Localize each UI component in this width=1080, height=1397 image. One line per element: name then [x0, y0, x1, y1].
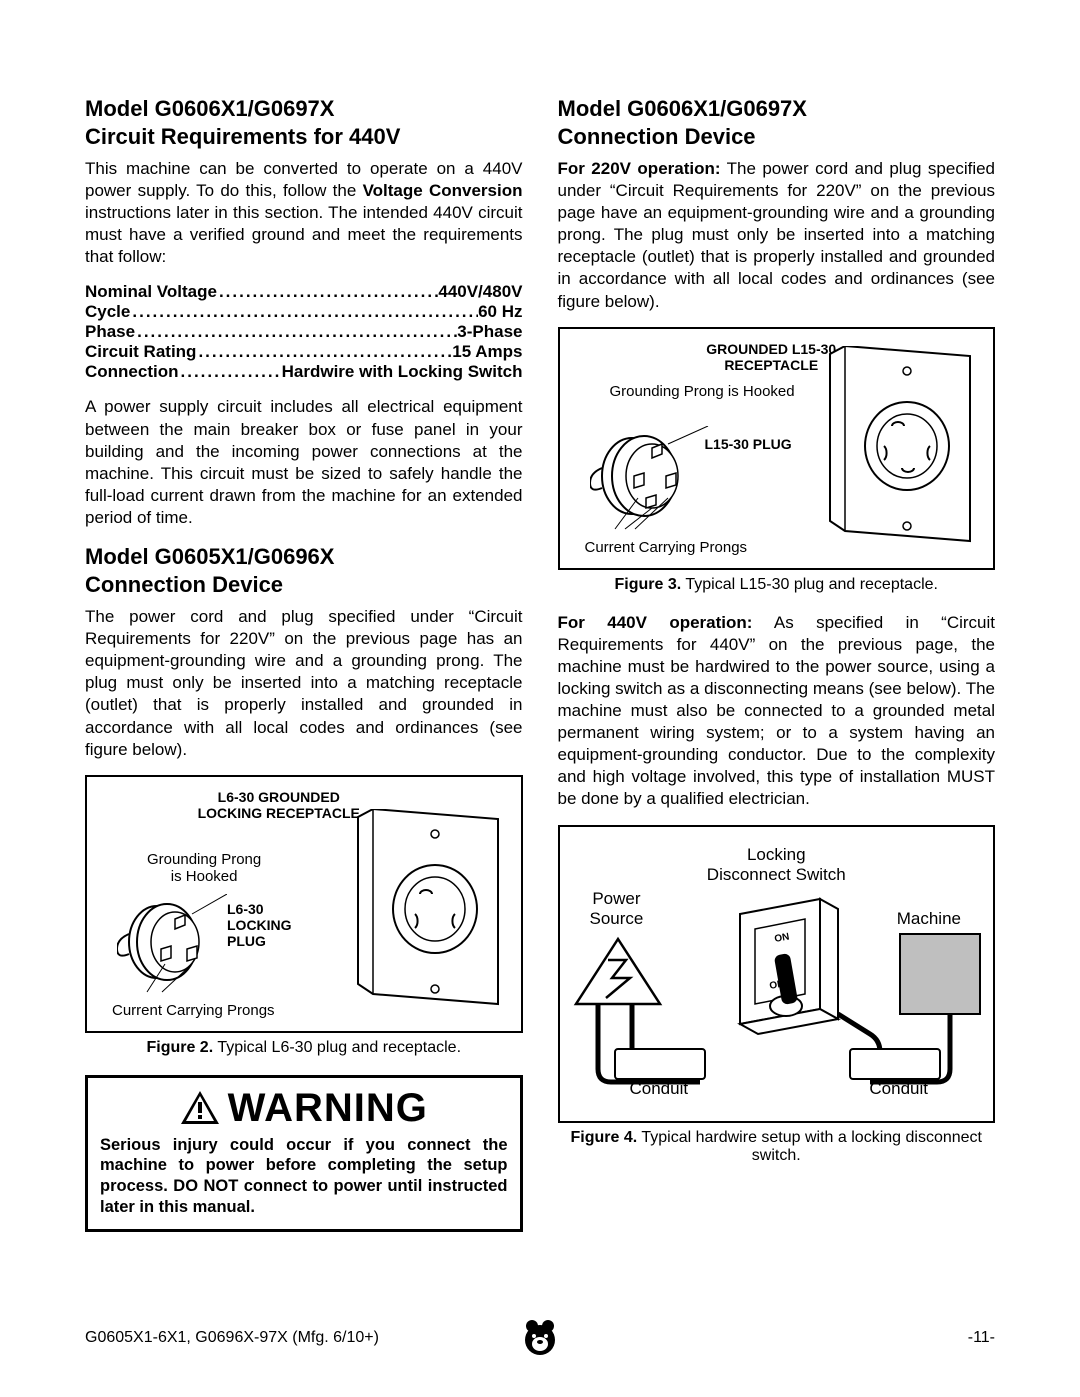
two-column-layout: Model G0606X1/G0697X Circuit Requirement…: [85, 95, 995, 1232]
fig3-current-prongs-label: Current Carrying Prongs: [585, 539, 748, 556]
text-bold: For 220V operation:: [558, 159, 721, 178]
fig2-receptacle-title: L6-30 GROUNDED LOCKING RECEPTACLE: [197, 789, 361, 823]
receptacle-plate-icon: [348, 809, 503, 1009]
figure-2-diagram: L6-30 GROUNDED LOCKING RECEPTACLE Ground…: [97, 789, 511, 1019]
spec-row: Phase 3-Phase: [85, 322, 523, 342]
spec-label: Cycle: [85, 302, 130, 322]
warning-triangle-icon: [180, 1090, 220, 1126]
warning-title-row: WARNING: [100, 1086, 508, 1131]
text-bold: Voltage Conversion: [363, 181, 523, 200]
para-440v-operation: For 440V operation: As specified in “Cir…: [558, 612, 996, 811]
caption-bold: Figure 3.: [615, 576, 682, 593]
spec-value: 15 Amps: [452, 342, 522, 362]
text: instructions later in this section. The …: [85, 203, 523, 266]
text: The power cord and plug specified under …: [558, 159, 996, 311]
figure-2-box: L6-30 GROUNDED LOCKING RECEPTACLE Ground…: [85, 775, 523, 1033]
caption-text: Typical L15-30 plug and receptacle.: [681, 576, 938, 593]
spec-value: 440V/480V: [438, 282, 522, 302]
heading-605-connection: Model G0605X1/G0696X Connection Device: [85, 543, 523, 598]
figure-4-diagram: Locking Disconnect Switch Power Source M…: [570, 839, 984, 1109]
spec-value: 3-Phase: [457, 322, 522, 342]
spec-label: Nominal Voltage: [85, 282, 217, 302]
figure-3-caption: Figure 3. Typical L15-30 plug and recept…: [558, 576, 996, 594]
footer-left-text: G0605X1-6X1, G0696X-97X (Mfg. 6/10+): [85, 1329, 379, 1347]
spec-label: Connection: [85, 362, 179, 382]
spec-dots: [135, 322, 457, 342]
warning-box: WARNING Serious injury could occur if yo…: [85, 1075, 523, 1233]
para-605-connection: The power cord and plug specified under …: [85, 606, 523, 761]
para-power-supply-circuit: A power supply circuit includes all elec…: [85, 396, 523, 529]
spec-value: 60 Hz: [478, 302, 522, 322]
left-column: Model G0606X1/G0697X Circuit Requirement…: [85, 95, 523, 1232]
figure-3-box: GROUNDED L15-30 RECEPTACLE Grounding Pro…: [558, 327, 996, 570]
figure-2-caption: Figure 2. Typical L6-30 plug and recepta…: [85, 1039, 523, 1057]
spec-row: Connection Hardwire with Locking Switch: [85, 362, 523, 382]
para-220v-operation: For 220V operation: The power cord and p…: [558, 158, 996, 313]
fig3-plug-label: L15-30 PLUG: [705, 436, 792, 452]
fig2-current-prongs-label: Current Carrying Prongs: [112, 1002, 275, 1019]
spec-label: Phase: [85, 322, 135, 342]
para-440v-intro: This machine can be converted to operate…: [85, 158, 523, 268]
spec-label: Circuit Rating: [85, 342, 196, 362]
spec-dots: [217, 282, 438, 302]
fig3-grounding-prong-label: Grounding Prong is Hooked: [610, 383, 795, 400]
plug-icon: [117, 894, 227, 994]
fig2-grounding-prong-label: Grounding Prong is Hooked: [147, 851, 261, 886]
spec-table-440v: Nominal Voltage 440V/480V Cycle 60 Hz Ph…: [85, 282, 523, 382]
figure-3-diagram: GROUNDED L15-30 RECEPTACLE Grounding Pro…: [570, 341, 984, 556]
caption-bold: Figure 4.: [571, 1129, 638, 1146]
figure-4-caption: Figure 4. Typical hardwire setup with a …: [558, 1129, 996, 1165]
receptacle-plate-icon: [820, 346, 975, 546]
spec-row: Nominal Voltage 440V/480V: [85, 282, 523, 302]
text: As specified in “Circuit Requirements fo…: [558, 613, 996, 809]
right-column: Model G0606X1/G0697X Connection Device F…: [558, 95, 996, 1232]
caption-bold: Figure 2.: [146, 1039, 213, 1056]
spec-dots: [179, 362, 282, 382]
heading-440v-requirements: Model G0606X1/G0697X Circuit Requirement…: [85, 95, 523, 150]
heading-606-connection: Model G0606X1/G0697X Connection Device: [558, 95, 996, 150]
spec-value: Hardwire with Locking Switch: [282, 362, 523, 382]
spec-row: Cycle 60 Hz: [85, 302, 523, 322]
page-footer: G0605X1-6X1, G0696X-97X (Mfg. 6/10+) -11…: [85, 1329, 995, 1347]
fig4-switch-label: Locking Disconnect Switch: [570, 845, 984, 886]
figure-4-box: Locking Disconnect Switch Power Source M…: [558, 825, 996, 1123]
caption-text: Typical L6-30 plug and receptacle.: [213, 1039, 461, 1056]
caption-text: Typical hardwire setup with a locking di…: [637, 1129, 982, 1164]
spec-row: Circuit Rating 15 Amps: [85, 342, 523, 362]
warning-body-text: Serious injury could occur if you connec…: [100, 1135, 508, 1218]
text-bold: For 440V operation:: [558, 613, 753, 632]
plug-icon: [590, 426, 710, 531]
fig2-plug-label: L6-30 LOCKING PLUG: [227, 901, 292, 949]
spec-dots: [196, 342, 452, 362]
spec-dots: [130, 302, 478, 322]
hardwire-diagram-icon: ON OFF: [570, 894, 990, 1094]
footer-page-number: -11-: [968, 1329, 995, 1347]
warning-title-text: WARNING: [228, 1086, 428, 1131]
bear-logo-icon: [520, 1316, 560, 1361]
